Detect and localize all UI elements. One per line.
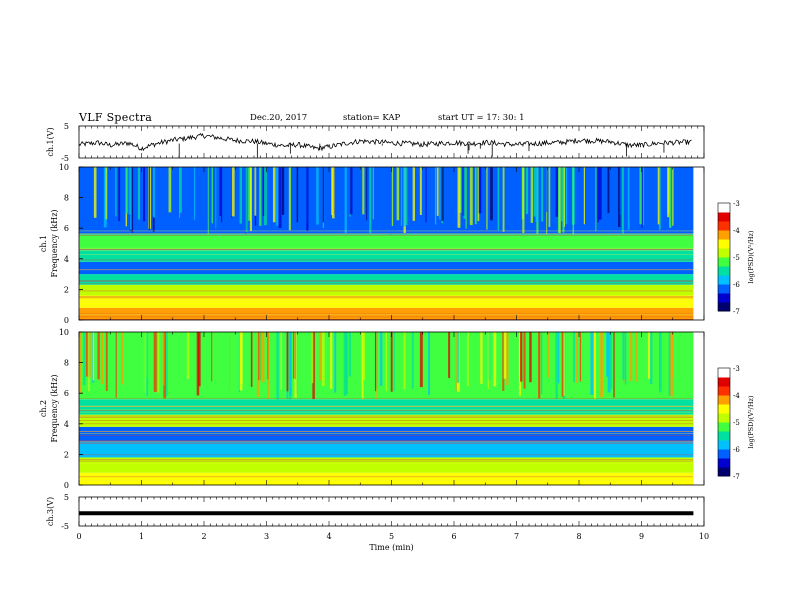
colorbar-tick-label: -6 xyxy=(733,281,740,289)
xtick-label: 10 xyxy=(699,532,709,541)
colorbar-tick-label: -4 xyxy=(733,227,740,235)
colorbar-swatch xyxy=(718,284,730,294)
colorbar-swatch xyxy=(718,467,730,477)
colorbar-tick-label: -4 xyxy=(733,392,740,400)
colorbar-swatch xyxy=(718,422,730,432)
start-time-label: start UT = 17: 30: 1 xyxy=(438,113,525,123)
colorbar-tick-label: -3 xyxy=(733,365,740,373)
ch2-spectrogram-ytick: 8 xyxy=(64,359,69,368)
ch1-waveform-ytick: -5 xyxy=(61,154,69,163)
colorbar-swatch xyxy=(718,395,730,405)
colorbar-swatch xyxy=(718,368,730,378)
ch2-spectrogram-ytick: 2 xyxy=(64,450,69,459)
plot-panels xyxy=(78,125,731,527)
colorbar-swatch xyxy=(718,248,730,258)
xtick-label: 5 xyxy=(389,532,394,541)
ch1-waveform-ytick: 5 xyxy=(64,122,69,131)
ch1-spectrogram-ytick: 6 xyxy=(64,224,69,233)
spectrogram-band xyxy=(79,472,694,485)
colorbar-tick-label: -3 xyxy=(733,200,740,208)
xtick-label: 2 xyxy=(201,532,206,541)
ch1-spectrogram-ytick: 8 xyxy=(64,194,69,203)
colorbar-swatch xyxy=(718,404,730,414)
colorbar-swatch xyxy=(718,221,730,231)
colorbar-swatch xyxy=(718,449,730,459)
ch3-waveform-ytick: 5 xyxy=(64,493,69,502)
ch3-waveform-ylabel: ch.3(V) xyxy=(46,497,55,526)
spectrogram-band xyxy=(79,234,694,250)
xtick-label: 6 xyxy=(451,532,456,541)
ch1-spectrogram-ytick: 2 xyxy=(64,285,69,294)
colorbar-label: log(PSD)(V²/Hz) xyxy=(747,230,755,283)
colorbar-tick-label: -7 xyxy=(733,308,740,316)
colorbar-swatch xyxy=(718,212,730,222)
colorbar-swatch xyxy=(718,458,730,468)
xtick-label: 4 xyxy=(326,532,331,541)
ch3-waveform-ytick: -5 xyxy=(61,522,69,531)
ch2-spectrogram-ytick: 6 xyxy=(64,389,69,398)
station-label: station= KAP xyxy=(343,113,401,123)
spectrogram-band xyxy=(79,284,694,296)
colorbar-swatch xyxy=(718,257,730,267)
colorbar-tick-label: -5 xyxy=(733,254,740,262)
colorbar-swatch xyxy=(718,431,730,441)
xtick-label: 1 xyxy=(139,532,144,541)
ch2-spectrogram-ytick: 10 xyxy=(59,328,69,337)
colorbar-tick-label: -5 xyxy=(733,419,740,427)
colorbar-swatch xyxy=(718,230,730,240)
colorbar-swatch xyxy=(718,413,730,423)
date-label: Dec.20, 2017 xyxy=(250,113,308,123)
ch1-waveform-line xyxy=(78,132,692,152)
xtick-label: 8 xyxy=(576,532,581,541)
ch1-spectrogram-ylabel: ch.1 xyxy=(39,235,48,252)
ch2-spectrogram-ytick: 4 xyxy=(64,420,69,429)
ch1-spectrogram-ylabel: Frequency (kHz) xyxy=(50,209,59,277)
colorbar-swatch xyxy=(718,203,730,213)
ch1-spectrogram-panel xyxy=(78,166,731,321)
spectrogram-band xyxy=(79,261,694,275)
ch1-spectrogram-ytick: 0 xyxy=(64,316,69,325)
ch1-spectrogram-ytick: 4 xyxy=(64,255,69,264)
colorbar-swatch xyxy=(718,386,730,396)
ch2-spectrogram-ylabel: Frequency (kHz) xyxy=(50,374,59,442)
x-axis-label: Time (min) xyxy=(369,543,413,552)
xtick-label: 0 xyxy=(76,532,81,541)
spectrogram-band xyxy=(79,249,694,262)
chart-title: VLF Spectra xyxy=(79,111,153,124)
ch1-spectrogram-ytick: 10 xyxy=(59,163,69,172)
colorbar-frame xyxy=(717,367,731,477)
ch1-waveform-ylabel: ch.1(V) xyxy=(46,127,55,156)
ch2-spectrogram-panel xyxy=(78,331,731,486)
colorbar-swatch xyxy=(718,275,730,285)
colorbar-label: log(PSD)(V²/Hz) xyxy=(747,395,755,448)
colorbar-swatch xyxy=(718,440,730,450)
ch2-spectrogram-ylabel: ch.2 xyxy=(39,400,48,417)
xtick-label: 9 xyxy=(639,532,644,541)
ch2-spectrogram-ytick: 0 xyxy=(64,481,69,490)
colorbar-swatch xyxy=(718,293,730,303)
xtick-label: 3 xyxy=(264,532,269,541)
colorbar-tick-label: -6 xyxy=(733,446,740,454)
xtick-label: 7 xyxy=(514,532,519,541)
spectrogram-band xyxy=(79,274,694,285)
colorbar-frame xyxy=(717,202,731,312)
colorbar-swatch xyxy=(718,302,730,312)
colorbar-swatch xyxy=(718,377,730,387)
spectrogram-band xyxy=(79,295,694,308)
spectrogram-band xyxy=(79,426,694,443)
spectrogram-band xyxy=(79,442,694,458)
colorbar-swatch xyxy=(718,266,730,276)
colorbar-tick-label: -7 xyxy=(733,473,740,481)
colorbar-swatch xyxy=(718,239,730,249)
